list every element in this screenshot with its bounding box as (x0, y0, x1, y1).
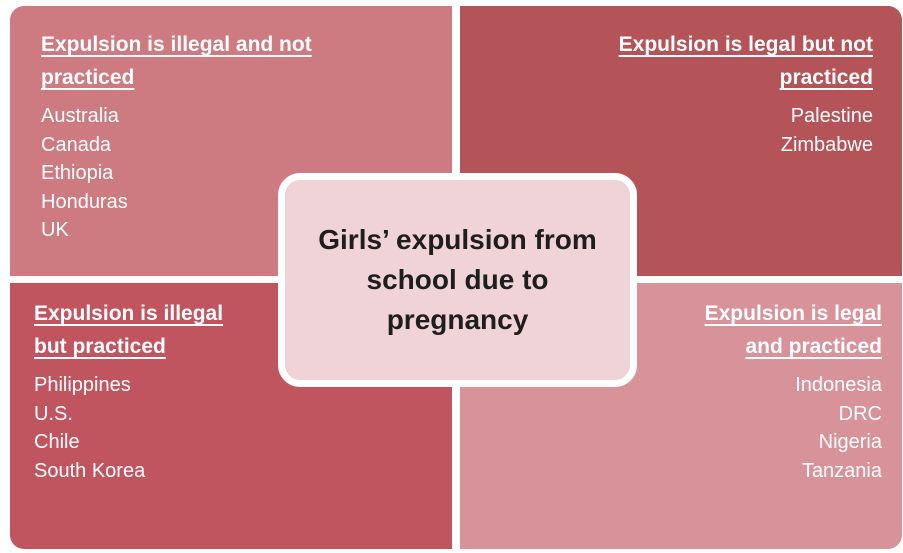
quadrant-heading: Expulsion is illegal but practiced (34, 302, 224, 358)
country: DRC (838, 402, 882, 425)
country: Canada (41, 133, 112, 156)
quadrant: Expulsion is illegal and not practiced Au… (10, 6, 452, 276)
country: Tanzania (801, 459, 882, 482)
country: Palestine (790, 105, 873, 127)
country-list: Australia Canada Ethiopia Honduras UK (41, 102, 452, 245)
country-list: Indonesia DRC Nigeria Tanzania (460, 371, 882, 485)
country-list: Palestine Zimbabwe (460, 102, 873, 159)
center-title: Girls’ expulsion from school due to preg… (318, 224, 597, 335)
country: Honduras (41, 190, 128, 213)
country: Zimbabwe (780, 133, 873, 156)
country: Australia (41, 105, 119, 127)
country: UK (41, 219, 69, 241)
quadrant-heading: Expulsion is illegal and not practiced (41, 33, 312, 89)
center-box: Girls’ expulsion from school due to preg… (278, 173, 637, 387)
quadrant-heading: Expulsion is legal but not practiced (618, 33, 873, 89)
country: Ethiopia (41, 162, 114, 184)
country: Philippines (34, 374, 131, 396)
country: Indonesia (795, 374, 882, 396)
country: Chile (34, 431, 80, 453)
quadrant-heading: Expulsion is legal and practiced (704, 302, 882, 358)
country: Nigeria (818, 431, 882, 453)
country: U.S. (34, 402, 73, 425)
country: South Korea (34, 459, 146, 482)
country-list: Philippines U.S. Chile South Korea (34, 371, 452, 485)
